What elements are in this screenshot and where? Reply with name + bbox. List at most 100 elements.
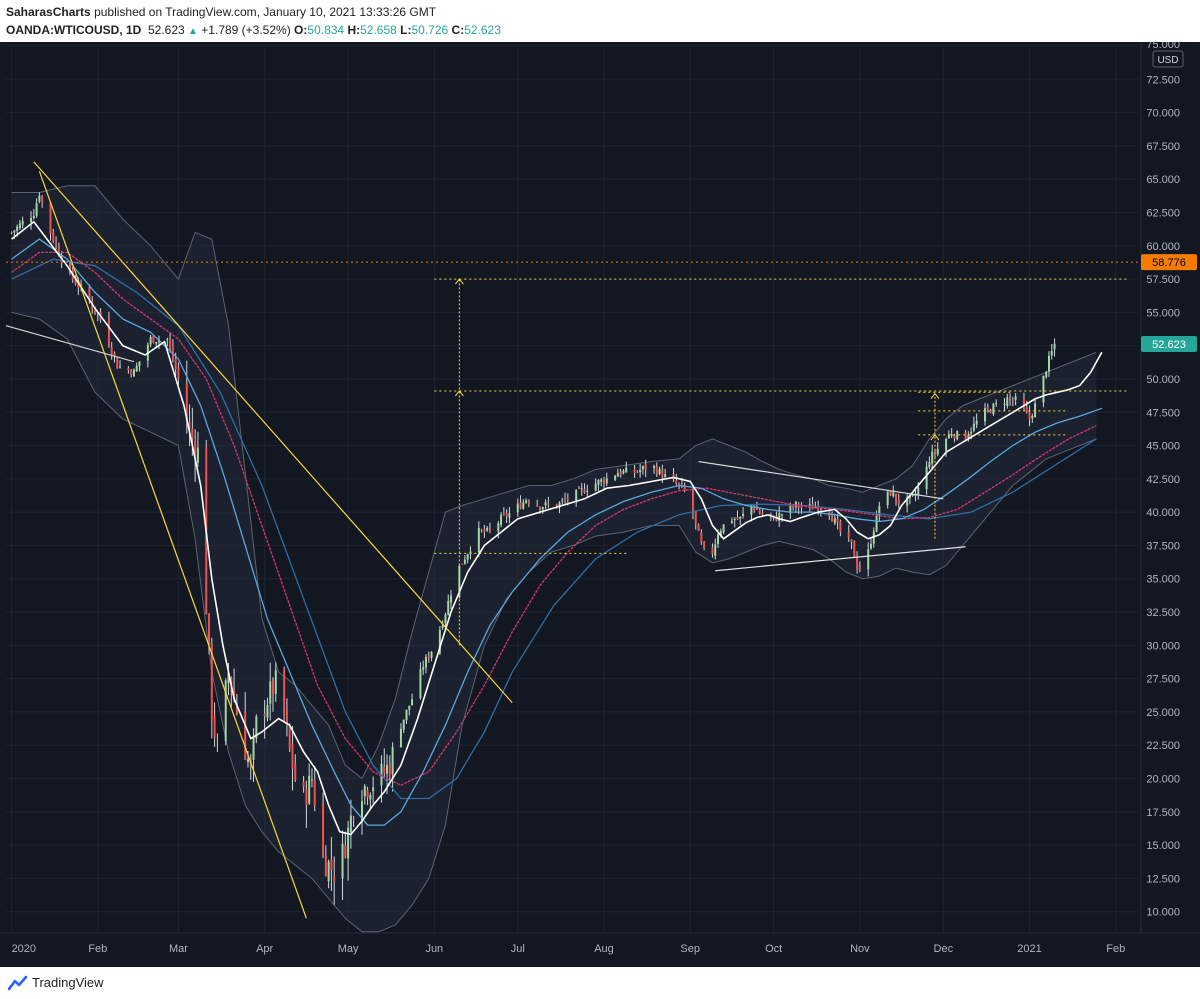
candle-body [327,861,330,882]
candle-body [853,541,856,558]
chart-area[interactable]: 10.000 12.500 15.000 17.500 20.000 22.500 25.0… [0,39,1200,967]
candle-body [38,195,41,202]
candle-body [733,519,736,521]
candle-body [950,434,953,436]
close-label: C: [451,23,465,37]
candle-body [897,499,900,505]
moving-average-line [11,220,1103,836]
time-tick-label: Mar [169,943,188,955]
candle-body [427,655,430,659]
candle-body [152,335,155,343]
candle-body [366,790,369,798]
candle-body [18,223,21,229]
chart-footer: TradingView [0,967,1200,999]
candle-body [224,680,227,742]
candle-body [856,556,859,569]
price-tick-label: 55.000 [1146,307,1180,319]
candle-body [405,709,408,721]
candle-body [753,505,756,511]
candle-body [1014,396,1017,400]
time-tick-label: Jul [511,943,525,955]
tradingview-brand[interactable]: TradingView [32,975,104,990]
candle-body [970,431,973,434]
candle-body [697,524,700,532]
candle-body [68,263,71,272]
candle-body [208,613,211,646]
candle-body [672,474,675,479]
candle-body [444,614,447,624]
time-tick-label: Nov [850,943,870,955]
candle-body [819,508,822,511]
candle-body [875,513,878,532]
candle-body [502,512,505,515]
price-tick-label: 27.500 [1146,674,1180,686]
candle-body [77,283,80,288]
candle-body [658,468,661,475]
price-axis: 10.000 12.500 15.000 17.500 20.000 22.500 25.0… [1146,39,1180,919]
candle-body [967,435,970,438]
price-tick-label: 65.000 [1146,174,1180,186]
price-tick-label: 45.000 [1146,441,1180,453]
price-tick-label: 47.500 [1146,407,1180,419]
low-label: L: [400,23,412,37]
candle-body [166,338,169,340]
candle-body [488,528,491,531]
trendline [38,170,307,919]
close-value: 52.623 [464,23,501,37]
candle-body [750,505,753,515]
candle-body [758,509,761,514]
candle-body [246,759,249,763]
price-chart[interactable]: 10.000 12.500 15.000 17.500 20.000 22.500 25.0… [0,39,1200,967]
time-tick-label: Jun [425,943,443,955]
candle-body [527,501,530,504]
price-tick-label: 37.500 [1146,540,1180,552]
candle-body [127,368,130,371]
candle-body [235,703,238,715]
price-label-box [1141,336,1197,353]
candle-body [341,843,344,879]
candle-body [878,506,881,515]
candle-body [174,358,177,369]
candle-body [483,529,486,533]
candle-body [653,466,656,469]
moving-average-line [11,251,1097,786]
time-axis: 2020 Feb Mar Apr May Jun Jul Aug Sep Oct Nov Dec 202… [12,943,1126,955]
author-name[interactable]: SaharasCharts [6,5,91,19]
candle-body [917,487,920,495]
candle-body [194,440,197,459]
candle-body [625,467,628,473]
candle-body [544,502,547,506]
tradingview-logo-icon[interactable] [8,975,28,991]
candle-body [945,439,948,451]
candle-body [908,496,911,498]
candle-body [794,501,797,508]
candle-body [458,565,461,598]
candle-body [399,728,402,748]
price-tick-label: 12.500 [1146,873,1180,885]
candle-body [516,503,519,513]
candle-body [722,524,725,533]
symbol-name[interactable]: OANDA:WTICOUSD, 1D [6,23,142,37]
candle-body [500,514,503,526]
price-tick-label: 67.500 [1146,141,1180,153]
candle-body [169,338,172,348]
candle-body [678,483,681,485]
candle-body [602,480,605,484]
candle-body [88,286,91,301]
candle-body [419,669,422,699]
candle-body [422,667,425,670]
candle-body [1003,404,1006,406]
candle-body [283,669,286,714]
price-tick-label: 17.500 [1146,807,1180,819]
candle-body [655,466,658,475]
candle-body [789,505,792,514]
arrow-head-icon [930,434,940,441]
candle-body [736,517,739,520]
candle-body [1022,398,1025,408]
price-tick-label: 72.500 [1146,74,1180,86]
candle-body [616,473,619,477]
candle-body [594,483,597,491]
candle-body [984,408,987,422]
arrow-head-icon [930,392,940,399]
candle-body [310,779,313,781]
